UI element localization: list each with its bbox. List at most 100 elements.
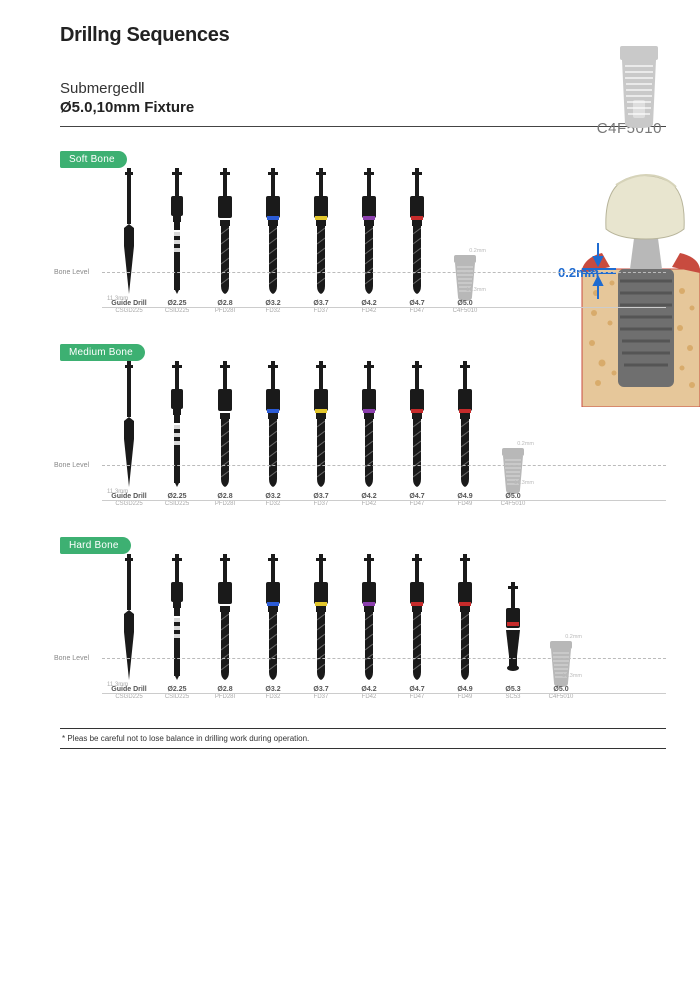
- drill-column: Ø4.7FD47: [396, 552, 438, 700]
- drill-sublabel: CSID225: [165, 308, 189, 314]
- base-line: [102, 500, 666, 501]
- drill-sublabel: PFD28I: [215, 694, 235, 700]
- drill-label: Ø4.2: [361, 686, 376, 693]
- drill-label: Ø3.7: [313, 300, 328, 307]
- subtitle-pre: Submerged: [60, 80, 138, 97]
- section: Soft BoneBone Level11.3mm Guide DrillCSG…: [60, 149, 666, 314]
- drill-label: Ø5.3: [505, 686, 520, 693]
- drill-label: Ø2.25: [167, 493, 186, 500]
- drill-label: Ø4.7: [409, 686, 424, 693]
- implant-notes: 10.3mm: [514, 480, 534, 487]
- drill-label: Ø4.2: [361, 300, 376, 307]
- implant-notes: 10.3mm: [562, 673, 582, 680]
- drill-label: Ø2.25: [167, 300, 186, 307]
- drill-column: Ø2.8PFD28I: [204, 359, 246, 507]
- section: Medium BoneBone Level11.3mm Guide DrillC…: [60, 342, 666, 507]
- depth-label: 11.3mm: [107, 296, 128, 302]
- drill-column: Guide DrillCSGD225: [108, 552, 150, 700]
- drill-column: Ø2.25CSID225: [156, 166, 198, 314]
- drill-label: Ø2.8: [217, 493, 232, 500]
- drill-sublabel: SC53: [505, 694, 520, 700]
- drill-row: Bone Level11.3mm Guide DrillCSGD225 Ø2.2…: [60, 365, 666, 507]
- drill-label: Ø4.7: [409, 493, 424, 500]
- implant-column: 0.2mm 10.3mm Ø5.0C4F5010: [444, 248, 486, 314]
- drill-label: Ø4.2: [361, 493, 376, 500]
- implant-sublabel: C4F5010: [453, 308, 478, 314]
- section: Hard BoneBone Level11.3mm Guide DrillCSG…: [60, 535, 666, 700]
- drill-column: Guide DrillCSGD225: [108, 359, 150, 507]
- drill-column: Ø3.7FD37: [300, 359, 342, 507]
- implant-notes: 10.3mm: [466, 287, 486, 294]
- drill-label: Ø2.25: [167, 686, 186, 693]
- drill-label: Ø3.7: [313, 493, 328, 500]
- drill-sublabel: PFD28I: [215, 308, 235, 314]
- drill-label: Ø2.8: [217, 686, 232, 693]
- drill-sublabel: FD37: [314, 501, 329, 507]
- drill-sublabel: FD49: [458, 501, 473, 507]
- drill-sublabel: FD32: [266, 308, 281, 314]
- drill-row: Bone Level11.3mm Guide DrillCSGD225 Ø2.2…: [60, 172, 666, 314]
- drill-column: Ø2.8PFD28I: [204, 166, 246, 314]
- drill-column: Ø4.2FD42: [348, 552, 390, 700]
- drill-column: Ø4.9FD49: [444, 359, 486, 507]
- drill-sublabel: CSGD225: [115, 308, 142, 314]
- bone-level-line: [102, 272, 666, 273]
- drill-sublabel: FD42: [362, 694, 377, 700]
- page-title: Drillng Sequences: [60, 24, 666, 47]
- subtitle-line2: Ø5.0,10mm Fixture: [60, 99, 666, 116]
- drill-column: Ø3.7FD37: [300, 166, 342, 314]
- subtitle-line1: SubmergedⅡ: [60, 79, 666, 97]
- drill-label: Ø3.2: [265, 300, 280, 307]
- bone-level-line: [102, 465, 666, 466]
- drill-column: Ø2.25CSID225: [156, 552, 198, 700]
- drill-sublabel: FD37: [314, 308, 329, 314]
- subtitle-roman: Ⅱ: [138, 80, 145, 97]
- drill-sublabel: FD37: [314, 694, 329, 700]
- drill-sublabel: CSGD225: [115, 694, 142, 700]
- drill-column: Ø4.9FD49: [444, 552, 486, 700]
- drill-sublabel: FD49: [458, 694, 473, 700]
- bone-level-line: [102, 658, 666, 659]
- drill-sublabel: FD47: [410, 694, 425, 700]
- drill-sublabel: FD32: [266, 501, 281, 507]
- drill-sublabel: FD47: [410, 308, 425, 314]
- base-line: [102, 307, 666, 308]
- implant-column: 0.2mm 10.3mm Ø5.0C4F5010: [540, 634, 582, 700]
- bone-level-label: Bone Level: [54, 462, 89, 469]
- drill-column: Ø3.7FD37: [300, 552, 342, 700]
- depth-label: 11.3mm: [107, 682, 128, 688]
- drill-sublabel: FD32: [266, 694, 281, 700]
- drill-column: Ø4.7FD47: [396, 359, 438, 507]
- drill-column: Ø3.2FD32: [252, 552, 294, 700]
- implant-column: 0.2mm 10.3mm Ø5.0C4F5010: [492, 441, 534, 507]
- drill-column: Ø2.25CSID225: [156, 359, 198, 507]
- drill-column: Ø2.8PFD28I: [204, 552, 246, 700]
- sections-container: Soft BoneBone Level11.3mm Guide DrillCSG…: [60, 149, 666, 700]
- implant-label: Ø5.0: [457, 300, 472, 307]
- implant-sublabel: C4F5010: [501, 501, 526, 507]
- drill-label: Ø4.7: [409, 300, 424, 307]
- drill-column: Ø5.3SC53: [492, 552, 534, 700]
- drill-label: Ø2.8: [217, 300, 232, 307]
- drill-sublabel: FD42: [362, 308, 377, 314]
- drill-label: Ø3.2: [265, 686, 280, 693]
- drill-row: Bone Level11.3mm Guide DrillCSGD225 Ø2.2…: [60, 558, 666, 700]
- footnote: * Pleas be careful not to lose balance i…: [60, 728, 666, 749]
- drill-label: Ø3.2: [265, 493, 280, 500]
- depth-label: 11.3mm: [107, 489, 128, 495]
- bone-level-label: Bone Level: [54, 269, 89, 276]
- implant-label: Ø5.0: [505, 493, 520, 500]
- implant-label: Ø5.0: [553, 686, 568, 693]
- drill-column: Ø3.2FD32: [252, 359, 294, 507]
- base-line: [102, 693, 666, 694]
- drill-label: Ø4.9: [457, 493, 472, 500]
- drill-column: Ø4.7FD47: [396, 166, 438, 314]
- drill-sublabel: FD47: [410, 501, 425, 507]
- drill-label: Ø3.7: [313, 686, 328, 693]
- drill-column: Ø3.2FD32: [252, 166, 294, 314]
- drill-sublabel: FD42: [362, 501, 377, 507]
- bone-level-label: Bone Level: [54, 655, 89, 662]
- drill-sublabel: CSID225: [165, 694, 189, 700]
- drill-column: Ø4.2FD42: [348, 359, 390, 507]
- drill-label: Ø4.9: [457, 686, 472, 693]
